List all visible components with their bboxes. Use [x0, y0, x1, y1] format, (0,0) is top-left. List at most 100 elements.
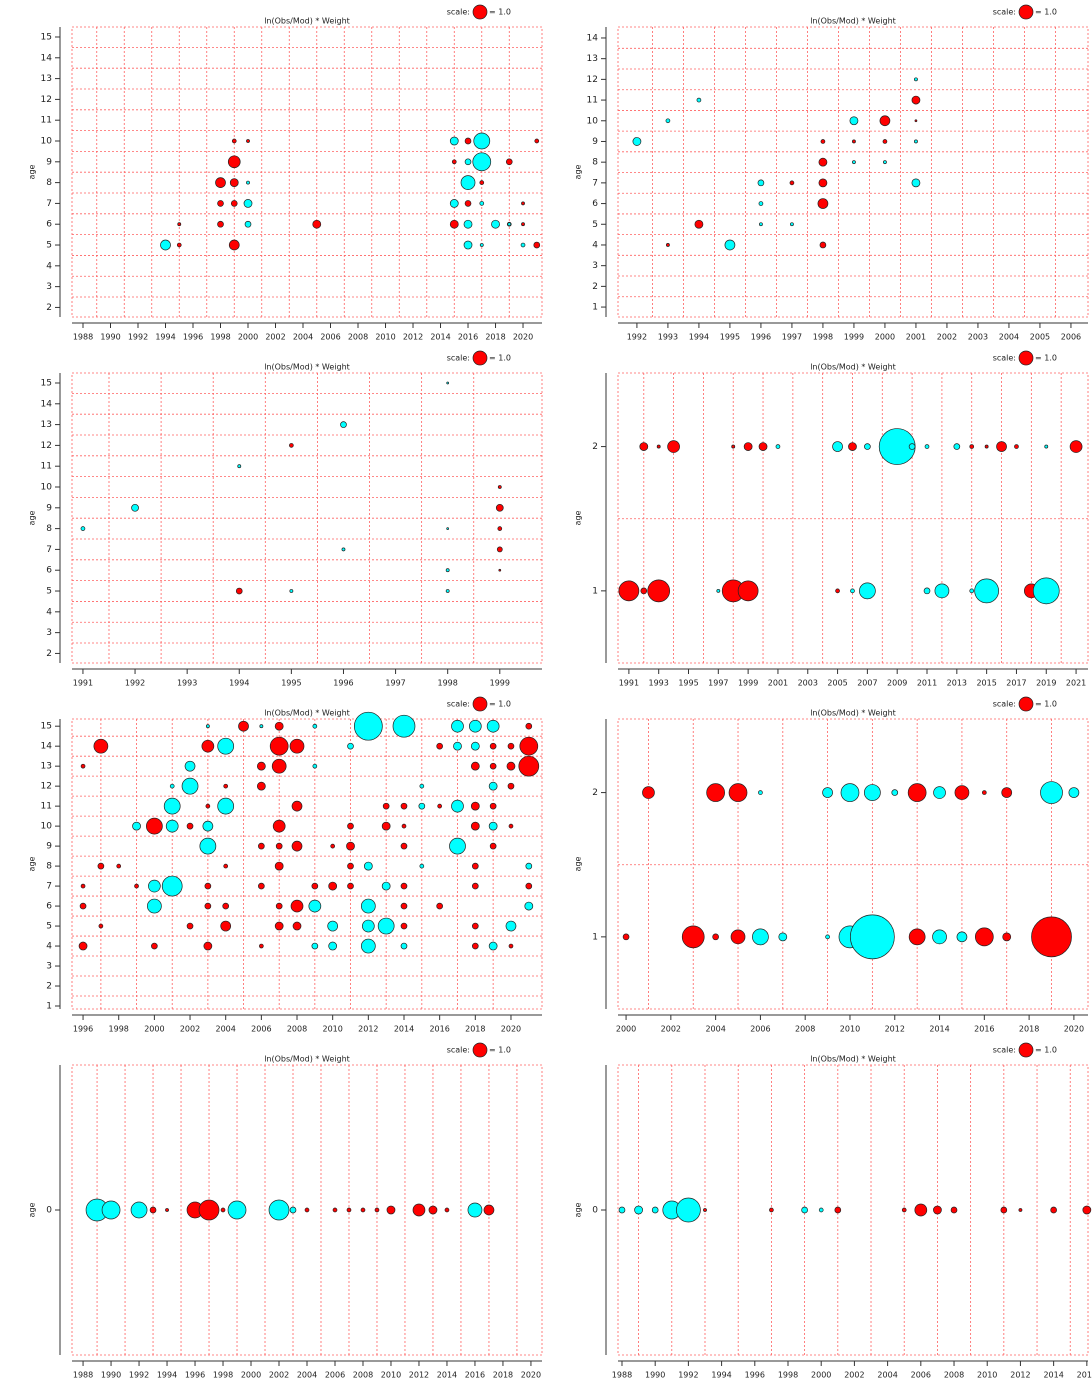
bubble: [489, 762, 497, 770]
bubble: [950, 1206, 958, 1214]
bubble: [453, 741, 462, 751]
bubble: [289, 589, 294, 593]
bubble: [400, 922, 408, 930]
y-tick-label: 15: [41, 32, 52, 42]
legend-label: scale:: [447, 1046, 470, 1055]
bubble: [203, 941, 213, 951]
legend-bubble: [1018, 4, 1034, 20]
bubble: [954, 785, 970, 800]
bubble: [520, 242, 526, 248]
bubble: [534, 138, 540, 144]
bubble: [311, 942, 319, 950]
bubble: [923, 587, 931, 595]
x-tick-label: 1998: [213, 1371, 233, 1380]
x-tick-label: 2021: [1066, 679, 1086, 688]
chart-title: ln(Obs/Mod) * Weight: [810, 17, 896, 26]
bubble: [312, 723, 318, 729]
x-tick-label: 1993: [658, 333, 678, 342]
bubble: [924, 444, 930, 449]
x-tick-label: 2000: [616, 1025, 636, 1034]
y-tick-label: 15: [41, 722, 52, 732]
bubble: [712, 933, 719, 941]
x-tick-label: 2002: [844, 1371, 864, 1380]
y-tick-label: 5: [592, 220, 598, 230]
x-tick-label: 1990: [100, 333, 120, 342]
bubble: [220, 1207, 226, 1213]
bubble: [291, 840, 303, 852]
bubble: [1018, 1208, 1023, 1212]
x-tick-label: 1998: [210, 333, 230, 342]
y-tick-label: 6: [46, 220, 52, 230]
bubble: [801, 1206, 808, 1214]
x-tick-label: 2016: [974, 1025, 994, 1034]
bubble: [491, 219, 500, 229]
bubble: [639, 442, 649, 451]
x-tick-label: 2016: [465, 1371, 485, 1380]
bubble: [932, 929, 947, 945]
x-tick-label: 2020: [501, 1025, 521, 1034]
bubble: [758, 201, 764, 206]
bubble: [79, 902, 87, 910]
bubble: [737, 580, 759, 602]
bubble: [134, 883, 139, 889]
x-tick-label: 2010: [322, 1025, 342, 1034]
x-tick-label: 2002: [661, 1025, 681, 1034]
x-tick-label: 2009: [887, 679, 907, 688]
y-tick-label: 0: [46, 1206, 52, 1216]
y-axis-label: age: [28, 1202, 37, 1217]
bubble: [834, 1206, 842, 1214]
bubble: [235, 587, 243, 595]
x-tick-label: 2014: [1043, 1371, 1063, 1380]
y-tick-label: 8: [46, 178, 52, 188]
bubble: [229, 178, 239, 187]
bubble: [272, 819, 286, 833]
bubble: [400, 942, 408, 950]
x-tick-label: 1999: [490, 679, 510, 688]
y-axis-label: age: [574, 510, 583, 525]
bubble: [228, 239, 240, 251]
legend-bubble: [472, 350, 488, 366]
bubble: [489, 742, 497, 750]
legend-value: = 1.0: [489, 700, 511, 709]
bubble: [775, 444, 781, 449]
bubble: [151, 942, 158, 950]
legend-label: scale:: [993, 700, 1016, 709]
chart: 0 1988 1990 1992 1994 1996 1998 2000 2002 2004 200…: [28, 1042, 543, 1380]
bubble: [381, 881, 391, 891]
x-tick-label: 1998: [778, 1371, 798, 1380]
y-tick-label: 10: [41, 483, 53, 493]
x-tick-label: 2000: [144, 1025, 164, 1034]
bubble: [131, 503, 139, 512]
bubble: [1031, 916, 1072, 958]
bubble: [1044, 444, 1049, 449]
bubble: [1014, 444, 1019, 449]
legend-bubble: [1018, 350, 1034, 366]
x-tick-label: 2006: [1061, 333, 1081, 342]
bubble: [470, 761, 480, 771]
bubble: [258, 842, 265, 850]
bubble: [220, 920, 232, 932]
bubble: [901, 1207, 907, 1213]
bubble: [933, 1205, 942, 1215]
x-tick-label: 2000: [811, 1371, 831, 1380]
x-tick-label: 2006: [320, 333, 340, 342]
y-tick-label: 12: [587, 75, 598, 85]
x-tick-label: 2019: [1036, 679, 1056, 688]
bubble: [911, 178, 921, 188]
x-tick-label: 1996: [73, 1025, 93, 1034]
y-tick-label: 2: [592, 788, 598, 798]
bubble: [130, 1201, 148, 1219]
bubble: [497, 526, 503, 531]
x-tick-label: 2005: [1030, 333, 1050, 342]
bubble: [883, 160, 887, 165]
x-tick-label: 1996: [751, 333, 771, 342]
bubble: [914, 77, 918, 82]
bubble: [401, 823, 407, 829]
bubble: [467, 1202, 483, 1218]
bubble: [818, 157, 828, 167]
x-tick-label: 2006: [750, 1025, 770, 1034]
bubble: [817, 198, 829, 209]
x-tick-label: 1994: [689, 333, 709, 342]
bubble: [382, 802, 390, 810]
